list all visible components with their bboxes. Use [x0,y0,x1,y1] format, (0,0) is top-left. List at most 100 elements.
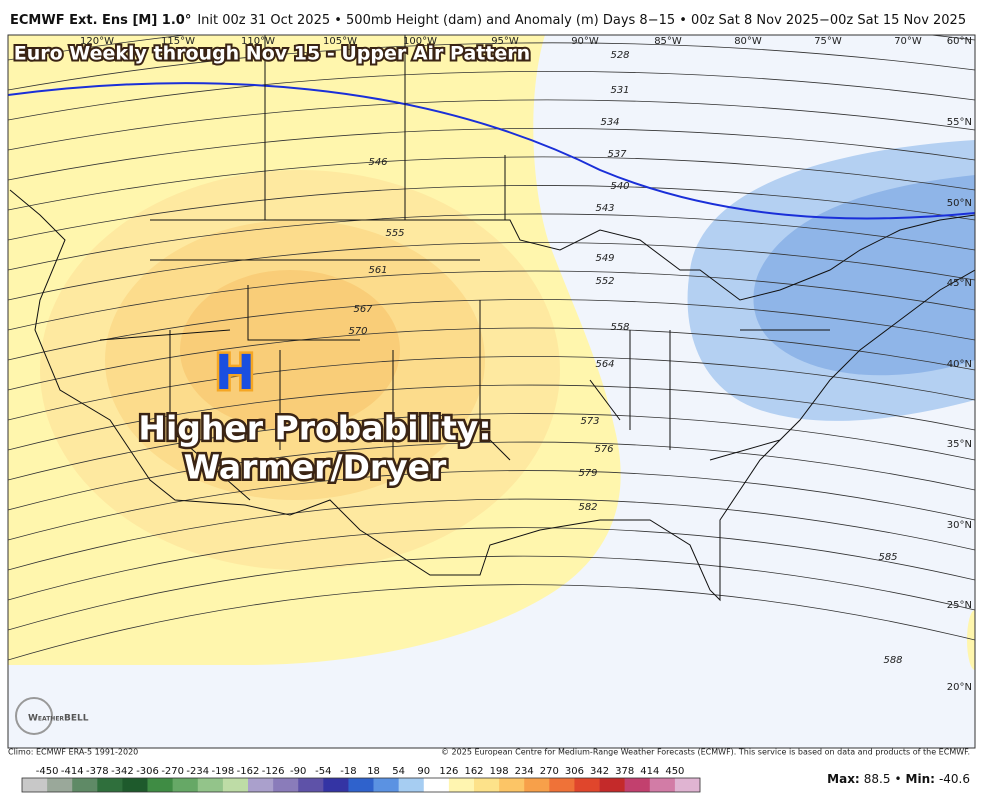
colorbar-swatch [47,778,73,792]
contour-line [8,35,975,61]
map-frame [7,34,976,749]
colorbar-tick-label: 162 [464,766,483,777]
map: 528 531 534 537 540 543 546 549 552 555 558 561 564 5… [7,34,976,749]
contour-line [8,185,975,241]
latitude-label: 40°N [947,359,972,370]
colorbar-tick-label: 378 [615,766,634,777]
colorbar: -450 -414 -378 -342 -306 -270 -234 -198 -162 -126… [21,766,701,793]
contour-line [8,270,975,331]
climo-note: Climo: ECMWF ERA-5 1991-2020 [8,748,138,757]
contour-line [8,42,975,91]
contour-line [8,356,975,421]
latitude-label: 50°N [947,198,972,209]
colorbar-swatch [649,778,676,792]
latitude-label: 45°N [947,278,972,289]
colorbar-tick-label: 90 [417,766,430,777]
contour-line [8,213,975,271]
colorbar-swatch [298,778,324,792]
colorbar-swatch [674,778,701,792]
colorbar-swatch [599,778,625,792]
longitude-label: 90°W [571,36,599,47]
contour-line [8,384,975,451]
colorbar-tick-label: -198 [212,766,235,777]
contour-label: 576 [594,444,613,455]
colorbar-swatch [524,778,550,792]
contour-label: 549 [595,253,614,264]
latitude-label: 20°N [947,682,972,693]
annotation-line-2: Warmer/Dryer [184,448,447,487]
longitude-label: 105°W [323,36,357,47]
colorbar-swatch [423,778,450,792]
longitude-label: 120°W [80,36,114,47]
colorbar-tick-label: -270 [161,766,184,777]
contour-label: 534 [600,117,619,128]
colorbar-swatch [323,778,349,792]
longitude-label: 80°W [734,36,762,47]
colorbar-tick-label: 342 [590,766,609,777]
latitude-label: 60°N [947,36,972,47]
colorbar-swatch [474,778,500,792]
colorbar-swatch [22,778,48,792]
anomaly-positive-region [180,270,400,430]
contour-label: 540 [610,181,629,192]
contour-label: 579 [578,468,597,479]
longitude-label: 100°W [403,36,437,47]
contour-line [8,70,975,121]
contour-line [8,99,975,151]
longitude-label: 85°W [654,36,682,47]
colorbar-tick-label: -450 [36,766,59,777]
colorbar-tick-label: -414 [61,766,84,777]
high-marker: H [215,345,255,401]
colorbar-swatch [448,778,475,792]
colorbar-tick-label: -162 [237,766,260,777]
colorbar-tick-label: -126 [262,766,285,777]
colorbar-tick-label: 126 [439,766,458,777]
contour-label: 537 [607,149,627,160]
contour-line [8,441,975,511]
colorbar-swatch [122,778,148,792]
contour-label: 552 [595,276,614,287]
height-contours [8,35,975,661]
colorbar-swatch [549,778,575,792]
colorbar-swatch [72,778,98,792]
colorbar-swatch [222,778,249,792]
contour-line [8,470,975,541]
colorbar-tick-label: -378 [86,766,109,777]
colorbar-swatch [97,778,123,792]
colorbar-swatch [147,778,173,792]
colorbar-swatch [248,778,274,792]
colorbar-tick-label: 270 [540,766,559,777]
contour-label: 564 [595,359,614,370]
header: ECMWF Ext. Ens [M] 1.0° Init 00z 31 Oct 2… [10,13,966,28]
min-value: -40.6 [939,772,970,786]
colorbar-swatch [398,778,425,792]
contour-label: 558 [610,322,629,333]
max-label: Max: [827,772,860,786]
colorbar-tick-label: -18 [340,766,356,777]
contour-label: 528 [610,50,629,61]
max-value: 88.5 [864,772,891,786]
colorbar-tick-label: 198 [490,766,509,777]
colorbar-tick-label: -90 [290,766,306,777]
overlay-title: Euro Weekly through Nov 15 - Upper Air P… [14,43,530,65]
contour-label: 561 [368,265,387,276]
colorbar-swatch [624,778,651,792]
latitude-label: 35°N [947,439,972,450]
latitude-label: 55°N [947,117,972,128]
longitude-label: 75°W [814,36,842,47]
contour-line [8,498,975,571]
colorbar-swatch [574,778,600,792]
colorbar-tick-label: 450 [665,766,684,777]
contour-label: 531 [610,85,629,96]
contour-label: 585 [878,552,897,563]
colorbar-tick-label: 306 [565,766,584,777]
contour-line [8,242,975,301]
contour-label: 588 [883,655,902,666]
colorbar-tick-label: -54 [315,766,331,777]
latitude-label: 25°N [947,600,972,611]
logo-mark [15,697,53,735]
colorbar-tick-label: 414 [640,766,659,777]
colorbar-swatch [499,778,525,792]
colorbar-swatch [373,778,399,792]
